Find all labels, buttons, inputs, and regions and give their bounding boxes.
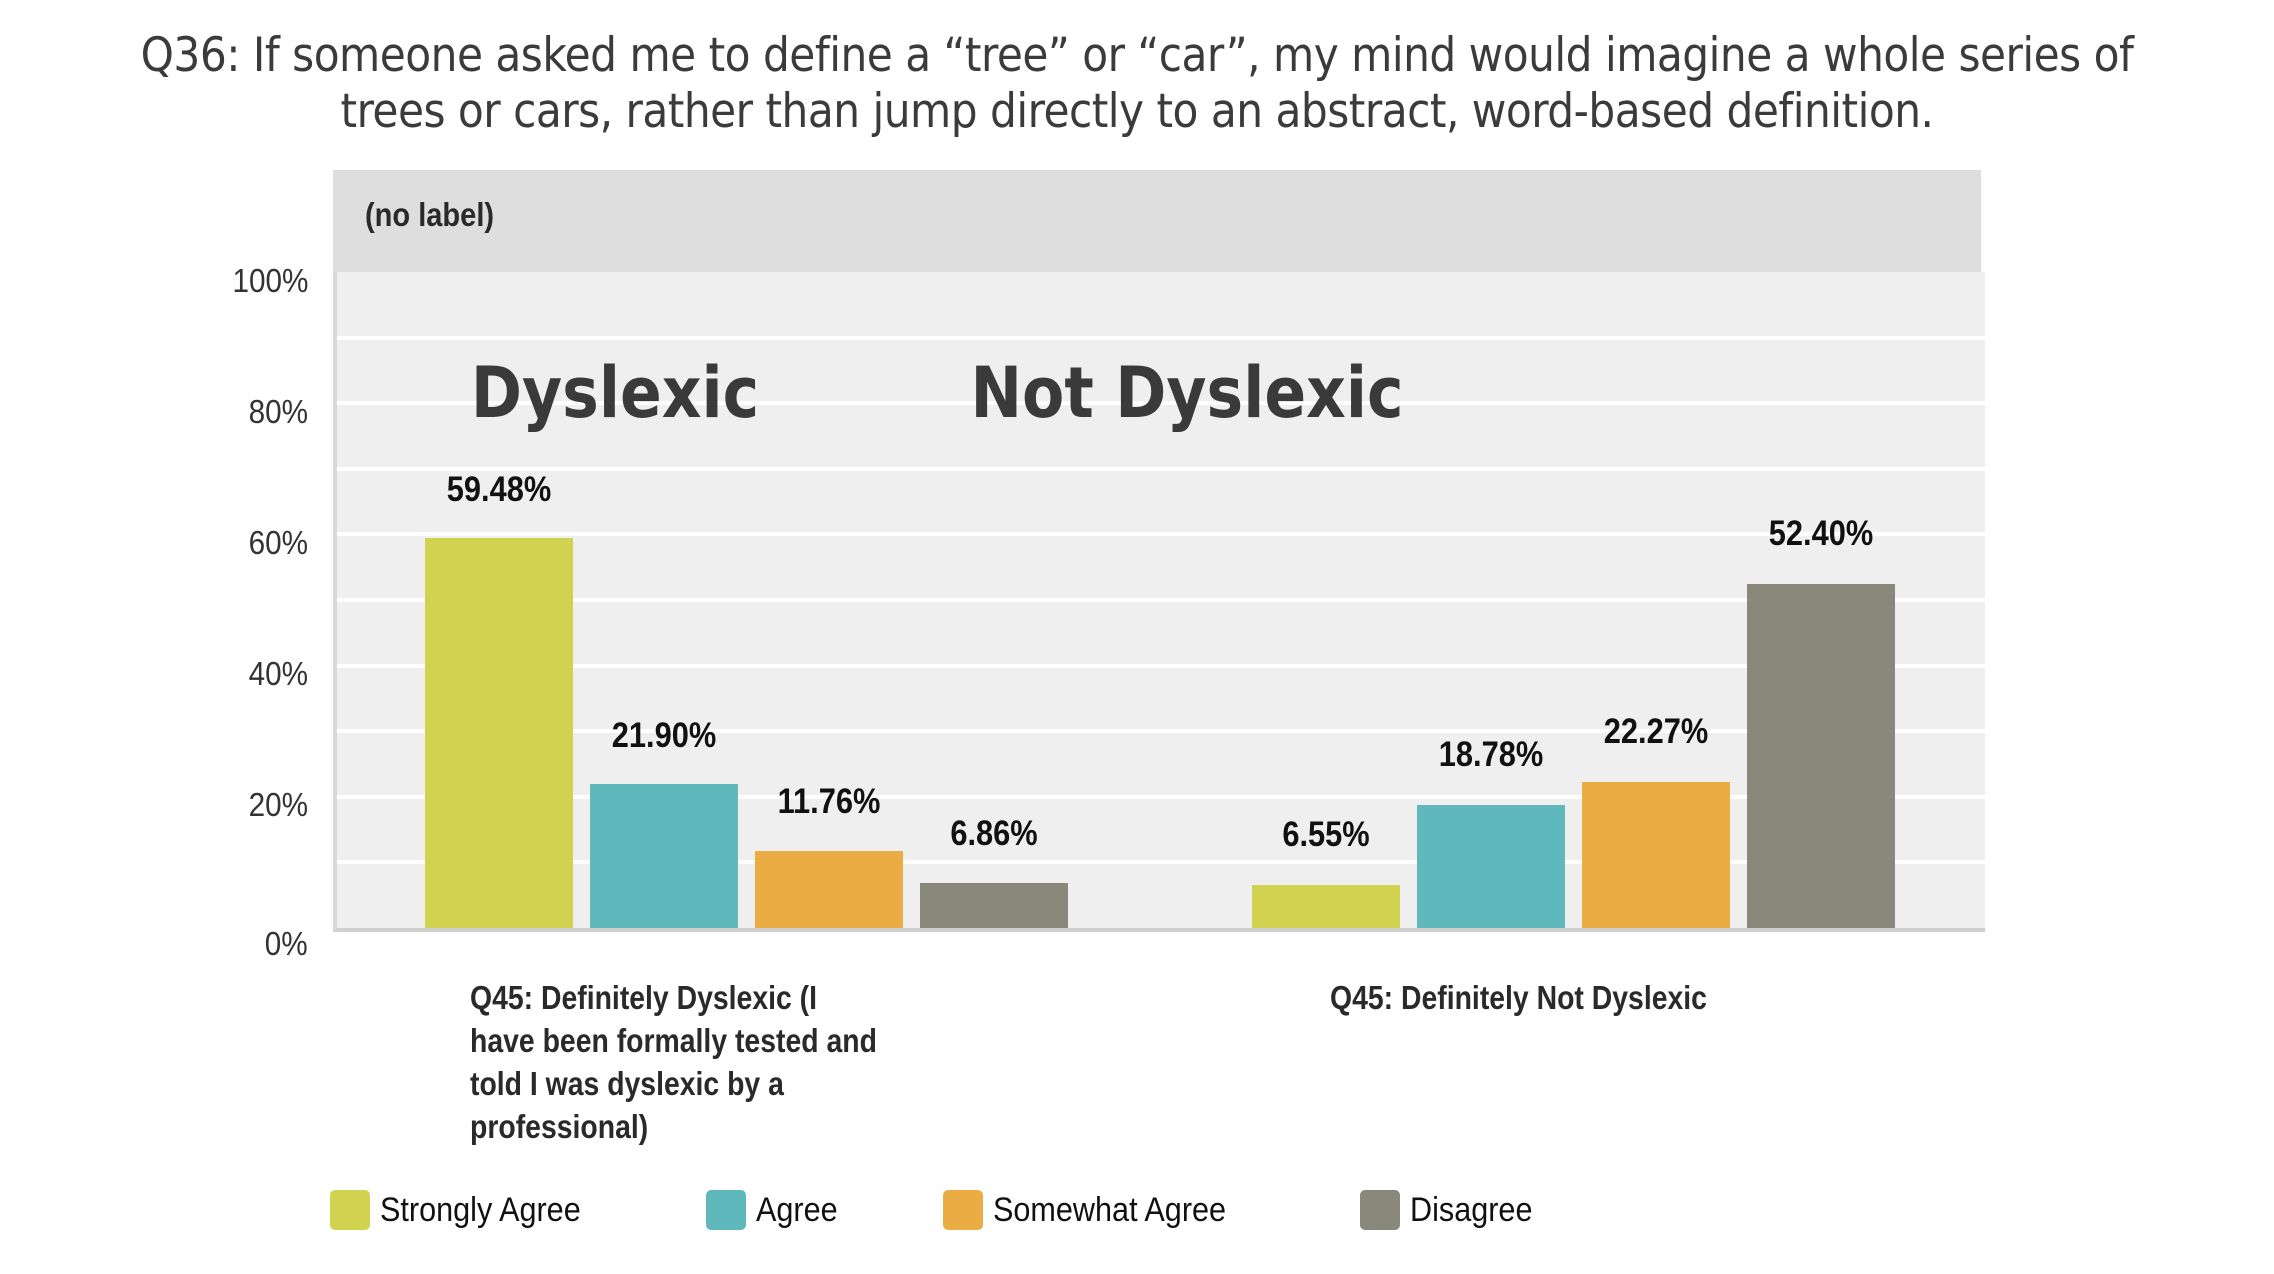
y-tick-20: 20% [248, 786, 308, 823]
legend-label: Strongly Agree [380, 1191, 581, 1229]
legend-swatch [1360, 1190, 1400, 1230]
group-title-dyslexic: Dyslexic [470, 352, 760, 434]
value-label: 22.27% [1603, 712, 1709, 751]
gridline [337, 401, 1985, 405]
bar-dyslexic-disagree[interactable] [920, 883, 1068, 928]
y-tick-60: 60% [248, 524, 308, 561]
legend-label: Agree [756, 1191, 838, 1229]
y-tick-100: 100% [232, 262, 308, 299]
chart-title-line-1: Q36: If someone asked me to define a “tr… [140, 28, 2134, 83]
y-tick-40: 40% [248, 655, 308, 692]
legend-label: Disagree [1410, 1191, 1533, 1229]
y-tick-0: 0% [265, 925, 308, 962]
legend-swatch [330, 1190, 370, 1230]
gridline [337, 664, 1985, 668]
value-label: 6.86% [950, 814, 1038, 853]
legend-swatch [706, 1190, 746, 1230]
value-label: 52.40% [1768, 514, 1874, 553]
value-label: 21.90% [611, 716, 717, 755]
category-label-line: Q45: Definitely Dyslexic (I [470, 979, 818, 1016]
plot-area: Dyslexic Not Dyslexic 59.48% 21.90% 11.7… [333, 272, 1985, 932]
bar-dyslexic-agree[interactable] [590, 784, 738, 928]
y-tick-80: 80% [248, 393, 308, 430]
bar-dyslexic-strongly-agree[interactable] [425, 538, 573, 928]
category-label-line: Q45: Definitely Not Dyslexic [1330, 979, 1707, 1016]
bar-dyslexic-somewhat-agree[interactable] [755, 851, 903, 928]
value-label: 18.78% [1438, 735, 1544, 774]
panel-header-label: (no label) [365, 196, 495, 233]
category-label-not-dyslexic: Q45: Definitely Not Dyslexic [1330, 976, 1707, 1019]
category-label-line: professional) [470, 1108, 649, 1145]
legend: Strongly Agree Agree Somewhat Agree Disa… [0, 1190, 2274, 1230]
category-label-dyslexic: Q45: Definitely Dyslexic (I have been fo… [470, 976, 877, 1148]
chart-panel: (no label) Dyslexic Not Dyslexic 59.48% … [333, 170, 1985, 932]
bar-not-dyslexic-strongly-agree[interactable] [1252, 885, 1400, 928]
bar-not-dyslexic-disagree[interactable] [1747, 584, 1895, 928]
gridline [337, 467, 1985, 471]
legend-swatch [943, 1190, 983, 1230]
gridline [337, 598, 1985, 602]
bar-not-dyslexic-somewhat-agree[interactable] [1582, 782, 1730, 928]
category-label-line: told I was dyslexic by a [470, 1065, 784, 1102]
group-title-not-dyslexic: Not Dyslexic [970, 352, 1404, 434]
gridline [337, 532, 1985, 536]
category-label-line: have been formally tested and [470, 1022, 877, 1059]
gridline [337, 336, 1985, 340]
legend-label: Somewhat Agree [993, 1191, 1227, 1229]
value-label: 6.55% [1282, 815, 1370, 854]
panel-header: (no label) [333, 170, 1981, 272]
value-label: 11.76% [777, 782, 881, 821]
value-label: 59.48% [446, 470, 552, 509]
bar-not-dyslexic-agree[interactable] [1417, 805, 1565, 928]
gridline [337, 795, 1985, 799]
gridline [337, 729, 1985, 733]
chart-title-line-2: trees or cars, rather than jump directly… [340, 84, 1934, 139]
gridline [337, 860, 1985, 864]
chart-title: Q36: If someone asked me to define a “tr… [0, 28, 2274, 140]
